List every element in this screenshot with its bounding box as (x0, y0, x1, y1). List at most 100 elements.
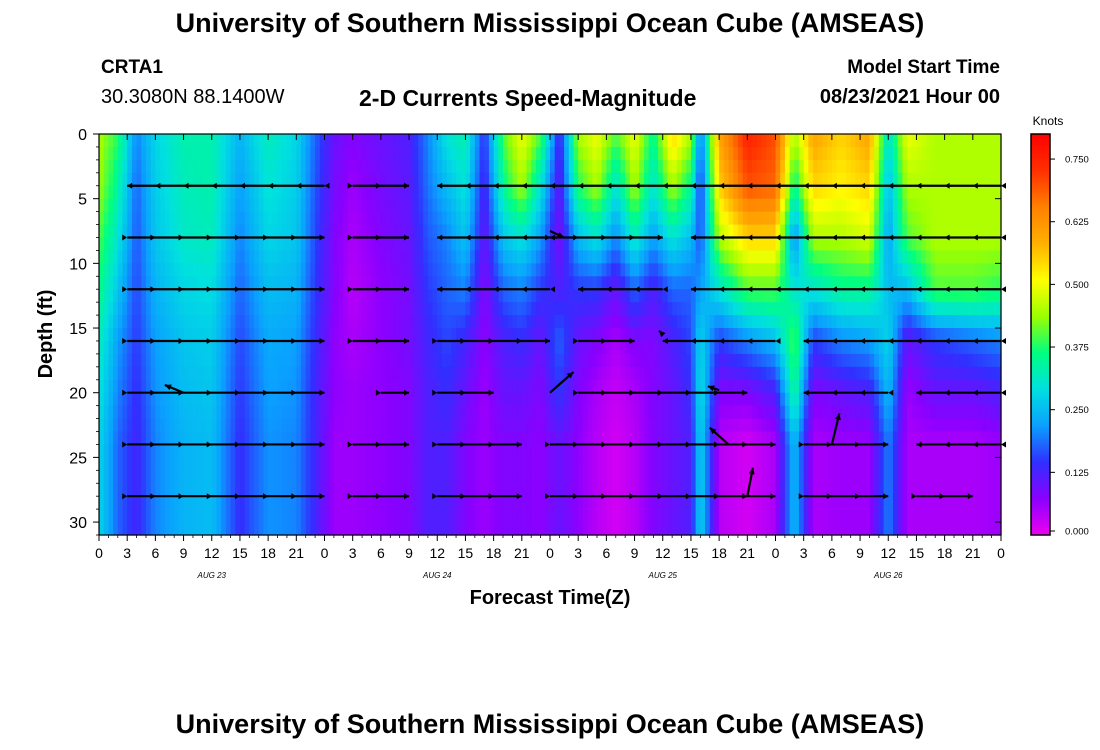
heat-cell (578, 328, 584, 342)
heat-cell (531, 198, 537, 213)
heat-cell (535, 353, 542, 368)
heat-cell (756, 405, 763, 420)
heat-cell (813, 250, 819, 264)
heat-cell (559, 159, 565, 174)
heat-cell (380, 340, 387, 355)
heat-cell (117, 263, 124, 277)
heat-cell (192, 263, 199, 277)
heat-cell (178, 457, 185, 471)
heat-cell (371, 211, 377, 226)
heat-cell (145, 211, 152, 226)
heat-cell (488, 276, 495, 290)
heat-cell (451, 146, 457, 161)
heat-cell (390, 224, 396, 239)
heat-cell (470, 315, 476, 329)
heat-cell (756, 392, 763, 407)
heat-cell (573, 366, 579, 381)
heat-cell (667, 418, 673, 433)
heat-cell (169, 340, 175, 355)
heat-cell (338, 328, 344, 342)
heat-cell (766, 198, 772, 213)
heat-cell (164, 353, 171, 368)
heat-cell (409, 509, 415, 523)
heat-cell (150, 379, 156, 394)
heat-cell (225, 366, 232, 381)
heat-cell (667, 470, 673, 484)
heat-cell (150, 211, 156, 226)
heat-cell (517, 276, 523, 290)
heat-cell (620, 185, 626, 200)
heat-cell (662, 379, 669, 394)
heat-cell (498, 405, 504, 420)
heat-cell (629, 250, 636, 264)
heat-cell (319, 159, 326, 174)
heat-cell (761, 483, 767, 497)
heat-cell (789, 340, 795, 355)
heat-cell (413, 237, 420, 252)
heat-cell (291, 444, 297, 458)
heat-cell (188, 146, 194, 161)
heat-cell (512, 353, 518, 368)
heat-cell (239, 302, 246, 316)
heat-cell (244, 146, 250, 161)
heat-cell (705, 237, 711, 252)
heat-cell (305, 444, 312, 458)
heat-cell (714, 522, 720, 536)
heat-cell (127, 302, 133, 316)
heat-cell (202, 263, 208, 277)
heat-cell (197, 496, 203, 510)
heat-cell (329, 198, 335, 213)
heat-cell (207, 444, 213, 458)
heat-cell (484, 522, 490, 536)
heat-cell (686, 366, 692, 381)
heat-cell (183, 237, 189, 252)
heat-cell (319, 405, 326, 420)
heat-cell (263, 198, 269, 213)
heat-cell (178, 263, 185, 277)
heat-cell (827, 328, 833, 342)
heat-cell (845, 457, 852, 471)
heat-cell (507, 522, 514, 536)
heat-cell (380, 146, 387, 161)
heat-cell (357, 224, 363, 239)
heat-cell (103, 134, 109, 148)
heat-cell (634, 353, 640, 368)
heat-cell (470, 185, 476, 200)
heat-cell (766, 237, 772, 252)
heat-cell (808, 470, 814, 484)
heat-cell (244, 444, 250, 458)
heat-cell (216, 457, 222, 471)
heat-cell (178, 522, 185, 536)
heat-cell (178, 250, 185, 264)
heat-cell (192, 315, 199, 329)
heat-cell (827, 315, 833, 329)
heat-cell (479, 366, 485, 381)
heat-cell (169, 379, 175, 394)
heat-cell (639, 146, 645, 161)
heat-cell (230, 172, 236, 187)
heat-cell (784, 418, 791, 433)
heat-cell (676, 379, 683, 394)
heat-cell (141, 379, 147, 394)
heat-cell (399, 353, 405, 368)
heat-cell (427, 457, 434, 471)
heat-cell (667, 444, 673, 458)
heat-cell (380, 444, 387, 458)
heat-cell (587, 366, 593, 381)
heat-cell (503, 418, 509, 433)
heat-cell (662, 431, 669, 446)
heat-cell (371, 185, 377, 200)
heat-cell (747, 483, 753, 497)
heat-cell (376, 250, 382, 264)
heat-cell (225, 198, 232, 213)
heat-cell (155, 457, 161, 471)
heat-cell (836, 224, 842, 239)
heat-cell (244, 353, 250, 368)
heat-cell (366, 483, 373, 497)
heat-cell (512, 483, 518, 497)
heat-cell (742, 159, 748, 174)
heat-cell (629, 366, 636, 381)
heat-cell (404, 250, 410, 264)
heat-cell (850, 250, 856, 264)
heat-cell (282, 250, 288, 264)
